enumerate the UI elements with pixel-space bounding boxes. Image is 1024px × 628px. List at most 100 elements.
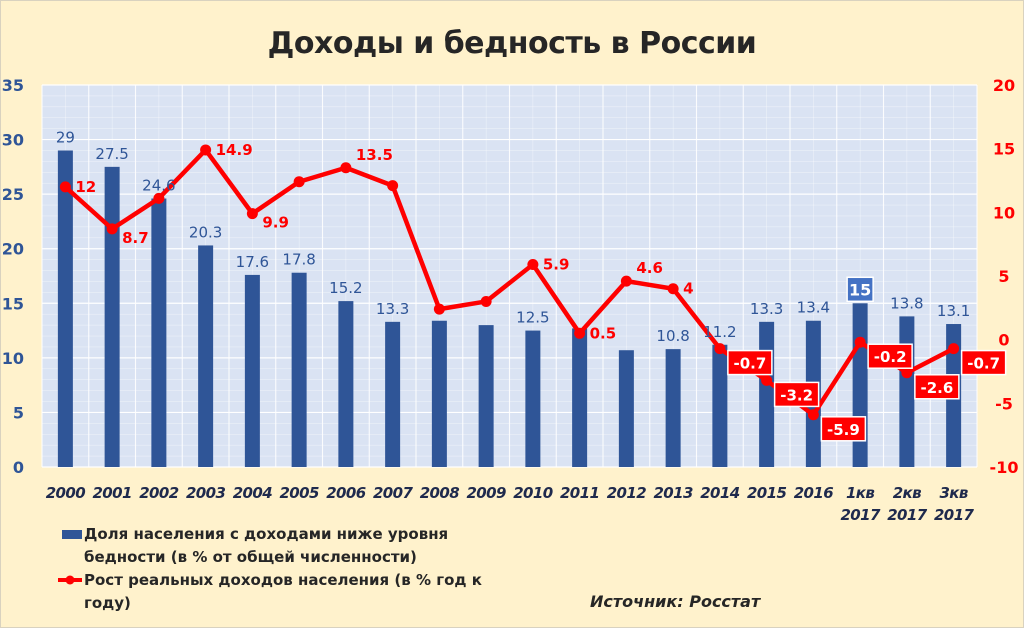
bar-label: 17.6 (236, 253, 269, 271)
x-axis-labels: 2000 2001 2002 2003 2004 2005 2006 2007 2008 2009… (0, 482, 1024, 530)
x-axis-label: 2011 (555, 482, 605, 504)
line-point (574, 327, 586, 339)
line-point (667, 283, 679, 295)
bar (385, 321, 401, 467)
legend-item-bar: Доля населения с доходами ниже уровня бе… (62, 523, 504, 569)
line-label: 4.6 (636, 259, 663, 277)
bar (104, 166, 120, 467)
bar-label: 15.2 (329, 279, 362, 297)
bar-label: 12.5 (516, 309, 549, 327)
x-axis-label: 2014 (695, 482, 745, 504)
right-axis-tick: -5 (995, 394, 1013, 413)
bar-label-box (846, 276, 874, 303)
line-point (854, 336, 866, 348)
gridlines (41, 84, 978, 468)
bar (712, 344, 728, 467)
line-label-box (727, 349, 773, 376)
x-axis-label-line: 2016 (793, 484, 834, 502)
line-label: 8.7 (122, 229, 149, 247)
x-axis-label-line: 2007 (372, 484, 413, 502)
bar (291, 272, 307, 467)
line-label: -5.9 (827, 421, 860, 439)
x-axis-label: 2015 (742, 482, 792, 504)
bar-label: 29 (56, 128, 75, 146)
line-label: -3.2 (780, 386, 813, 404)
left-axis-tick: 0 (13, 458, 24, 477)
x-axis-label: 2кв 2017 (882, 482, 932, 526)
bar-label: 17.8 (282, 251, 315, 269)
line-label: 0.5 (590, 324, 617, 342)
x-axis-label: 2010 (508, 482, 558, 504)
x-axis-label-line: 2017 (887, 506, 927, 524)
left-axis-tick: 25 (2, 185, 24, 204)
x-axis-label-line: 3кв (939, 484, 968, 502)
line-point (433, 303, 445, 315)
legend-line-label: Рост реальных доходов населения (в % год… (84, 571, 482, 612)
line-label-box (914, 374, 960, 400)
line-point (714, 343, 726, 355)
right-axis-tick: 5 (998, 267, 1009, 286)
line-label: 13.5 (356, 146, 393, 164)
x-axis-label-line: 2001 (92, 484, 132, 502)
x-axis-label-line: 1кв (845, 484, 875, 502)
line-label-box (773, 381, 820, 408)
bar-label: 20.3 (189, 223, 222, 241)
x-axis-label-line: 2003 (185, 484, 226, 502)
x-axis-label: 2013 (648, 482, 698, 504)
x-axis-label-line: 2008 (419, 484, 460, 502)
legend-bar-label: Доля населения с доходами ниже уровня бе… (84, 525, 449, 566)
line-point (200, 144, 212, 156)
line-point (480, 295, 492, 307)
line-label-box (820, 416, 867, 442)
bar (478, 325, 494, 467)
line-label: 12 (75, 178, 96, 196)
bar-label: 13.3 (376, 300, 409, 318)
line-point (293, 176, 305, 188)
x-axis-label: 2008 (414, 482, 464, 504)
x-axis-label-line: 2002 (139, 484, 179, 502)
bar (572, 328, 588, 467)
line-point (948, 343, 960, 355)
bar (525, 330, 541, 467)
right-axis-tick: -10 (990, 458, 1019, 477)
x-axis-label: 1кв 2017 (835, 482, 885, 526)
bar-label: 13.1 (937, 302, 970, 320)
x-axis-label: 2012 (601, 482, 651, 504)
x-axis-label: 2003 (181, 482, 231, 504)
line-label: 5.9 (543, 256, 570, 274)
income-growth-line (63, 147, 955, 418)
line-label-box (960, 349, 1007, 376)
line-swatch-icon (58, 575, 82, 585)
x-axis-label: 2007 (368, 482, 418, 504)
bar-label: 13.8 (890, 294, 923, 312)
bar-label: 10.8 (656, 327, 689, 345)
line-label: -2.6 (920, 379, 953, 397)
right-axis-tick: 20 (993, 76, 1015, 95)
x-axis-label: 2016 (788, 482, 838, 504)
bar (151, 198, 167, 467)
line-label: 4 (683, 280, 693, 298)
bar (618, 350, 634, 467)
x-axis-label-line: 2004 (232, 484, 273, 502)
line-point (387, 180, 399, 192)
bar (431, 320, 447, 467)
bar (198, 245, 214, 467)
bar (665, 349, 681, 467)
bar-label: 24.6 (142, 177, 175, 195)
line-point (901, 367, 913, 379)
x-axis-label-line: 2010 (513, 484, 553, 502)
x-axis-label: 2004 (227, 482, 277, 504)
x-axis-label: 2005 (274, 482, 324, 504)
bar-label: 15 (849, 280, 871, 299)
x-axis-label: 2002 (134, 482, 184, 504)
source-note: Источник: Росстат (590, 592, 761, 611)
left-axis-tick: 15 (2, 294, 24, 313)
line-point (761, 374, 773, 386)
left-axis-tick: 5 (13, 403, 24, 422)
bar-label: 13.3 (750, 300, 783, 318)
line-label-box (867, 343, 913, 369)
x-axis-label-line: 2кв (892, 484, 922, 502)
x-axis-label-line: 2006 (326, 484, 366, 502)
x-axis-label-line: 2005 (279, 484, 319, 502)
line-point (807, 409, 819, 421)
